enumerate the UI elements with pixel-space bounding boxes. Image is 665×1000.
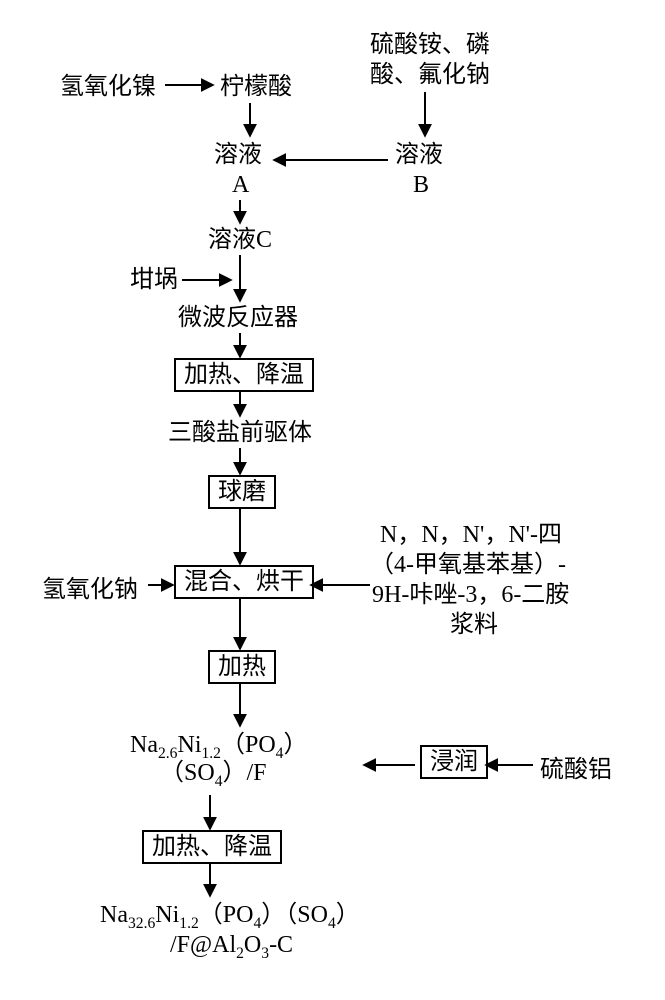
node-aluminium-sulfate: 硫酸铝 bbox=[540, 755, 612, 785]
node-slurry-line4: 浆料 bbox=[450, 610, 498, 640]
f: ） bbox=[283, 732, 307, 758]
box-mix-dry: 混合、烘干 bbox=[174, 565, 314, 599]
f: Na bbox=[100, 902, 128, 928]
f: （SO bbox=[160, 760, 215, 786]
node-nickel-hydroxide: 氢氧化镍 bbox=[60, 72, 156, 102]
box-ball-mill: 球磨 bbox=[208, 475, 276, 509]
box-heat-cool-1: 加热、降温 bbox=[174, 358, 314, 392]
node-triacid-precursor: 三酸盐前驱体 bbox=[168, 418, 312, 448]
node-slurry-line2: （4-甲氧基苯基）- bbox=[370, 550, 566, 580]
box-heat-cool-2: 加热、降温 bbox=[142, 830, 282, 864]
node-crucible: 坩埚 bbox=[130, 265, 178, 295]
node-ammonium-sulfate-line1: 硫酸铵、磷 bbox=[370, 30, 490, 60]
f: 2 bbox=[236, 945, 244, 962]
f: -C bbox=[269, 932, 293, 958]
node-citric-acid: 柠檬酸 bbox=[220, 72, 292, 102]
f: 32.6 bbox=[128, 915, 155, 932]
f: Ni bbox=[177, 732, 201, 758]
f: （PO bbox=[199, 902, 254, 928]
f: 4 bbox=[328, 915, 336, 932]
node-product2-line1: Na32.6Ni1.2（PO4）（SO4） bbox=[100, 900, 360, 933]
node-microwave-reactor: 微波反应器 bbox=[178, 303, 298, 333]
f: ） bbox=[336, 902, 360, 928]
f: 3 bbox=[261, 945, 269, 962]
node-slurry-line1: N，N，N'，N'-四 bbox=[380, 520, 562, 550]
node-solution-a-letter: A bbox=[232, 170, 249, 200]
node-sodium-hydroxide: 氢氧化钠 bbox=[42, 575, 138, 605]
f: ）/F bbox=[222, 760, 266, 786]
box-soak: 浸润 bbox=[420, 745, 488, 779]
node-ammonium-sulfate-line2: 酸、氟化钠 bbox=[370, 60, 490, 90]
node-slurry-line3: 9H-咔唑-3，6-二胺 bbox=[372, 580, 569, 610]
arrow-layer bbox=[0, 0, 665, 1000]
node-product2-line2: /F@Al2O3-C bbox=[170, 930, 293, 963]
f: Ni bbox=[155, 902, 179, 928]
f: /F@Al bbox=[170, 932, 236, 958]
node-solution-a-label: 溶液 bbox=[214, 140, 262, 170]
f: O bbox=[244, 932, 261, 958]
f: （PO bbox=[221, 732, 276, 758]
box-heat: 加热 bbox=[208, 650, 276, 684]
node-solution-c: 溶液C bbox=[208, 225, 272, 255]
node-solution-b-label: 溶液 bbox=[395, 140, 443, 170]
f: Na bbox=[130, 732, 158, 758]
node-product1-line2: （SO4）/F bbox=[160, 758, 267, 791]
flow-diagram: 氢氧化镍 柠檬酸 硫酸铵、磷 酸、氟化钠 溶液 A 溶液 B 溶液C 坩埚 微波… bbox=[0, 0, 665, 1000]
node-solution-b-letter: B bbox=[413, 170, 429, 200]
f: ）（SO bbox=[261, 902, 328, 928]
